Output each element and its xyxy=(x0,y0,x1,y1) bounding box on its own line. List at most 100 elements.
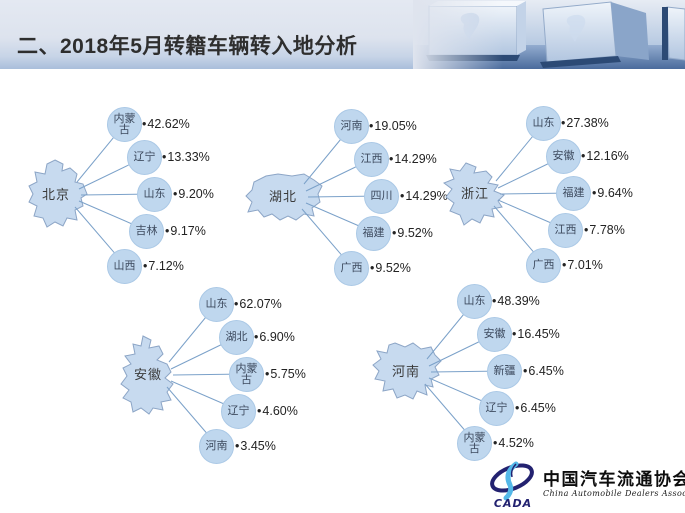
satellite-percent: 4.60% xyxy=(257,403,297,419)
satellite-percent: 9.52% xyxy=(370,260,410,276)
cluster-graphic xyxy=(442,124,574,264)
cluster-anhui: 安徽 山东 湖北 内蒙古 辽宁 河南 62.07% 6.90% 5.75% 4.… xyxy=(109,274,339,469)
satellite-name: 湖北 xyxy=(225,331,248,343)
satellite-name: 山东 xyxy=(463,295,486,307)
satellite-name: 河南 xyxy=(205,440,228,452)
hub-label: 浙江 xyxy=(460,186,489,201)
satellite-node: 安徽 xyxy=(477,317,512,352)
satellite-node: 湖北 xyxy=(219,320,254,355)
satellite-name: 内蒙古 xyxy=(113,112,136,136)
satellite-percent: 6.45% xyxy=(515,400,555,416)
satellite-node: 辽宁 xyxy=(221,394,256,429)
satellite-name: 广西 xyxy=(340,262,363,274)
satellite-node: 山东 xyxy=(137,177,172,212)
satellite-node: 山西 xyxy=(107,249,142,284)
satellite-percent: 9.20% xyxy=(173,186,213,202)
slide-title: 二、2018年5月转籍车辆转入地分析 xyxy=(17,35,358,58)
satellite-node: 江西 xyxy=(548,213,583,248)
satellite-node: 广西 xyxy=(526,248,561,283)
logo-name-en: China Automobile Dealers Association xyxy=(543,489,685,498)
header-cubes-graphic xyxy=(413,0,685,69)
satellite-name: 广西 xyxy=(532,259,555,271)
satellite-percent: 19.05% xyxy=(369,118,416,134)
satellite-percent: 9.17% xyxy=(165,223,205,239)
satellite-node: 安徽 xyxy=(546,139,581,174)
satellite-node: 广西 xyxy=(334,251,369,286)
satellite-percent: 9.52% xyxy=(392,225,432,241)
satellite-node: 山东 xyxy=(199,287,234,322)
satellite-percent: 9.64% xyxy=(592,185,632,201)
satellite-percent: 62.07% xyxy=(234,296,281,312)
satellite-node: 辽宁 xyxy=(479,391,514,426)
satellite-name: 安徽 xyxy=(552,150,575,162)
emblem-swoosh xyxy=(503,461,519,501)
satellite-name: 内蒙古 xyxy=(235,362,258,386)
cube-middle xyxy=(540,1,649,68)
satellite-percent: 6.90% xyxy=(254,329,294,345)
satellite-percent: 7.12% xyxy=(143,258,183,274)
satellite-node: 山东 xyxy=(457,284,492,319)
satellite-name: 吉林 xyxy=(135,225,158,237)
satellite-percent: 4.52% xyxy=(493,435,533,451)
emblem-ring xyxy=(490,463,534,493)
hub-label: 湖北 xyxy=(268,189,297,204)
satellite-name: 福建 xyxy=(362,227,385,239)
emblem-accent xyxy=(510,463,517,478)
satellite-name: 内蒙古 xyxy=(463,431,486,455)
cube-right xyxy=(662,6,685,61)
province-map-shape-beijing xyxy=(28,159,88,228)
hub-label: 北京 xyxy=(41,187,70,202)
satellite-percent: 6.45% xyxy=(523,363,563,379)
satellite-percent: 5.75% xyxy=(265,366,305,382)
satellite-node: 福建 xyxy=(356,216,391,251)
satellite-name: 安徽 xyxy=(483,328,506,340)
satellite-percent: 13.33% xyxy=(162,149,209,165)
satellite-node: 河南 xyxy=(334,109,369,144)
logo-abbr: CADA xyxy=(494,497,532,509)
satellite-percent: 14.29% xyxy=(389,151,436,167)
slide-header: 二、2018年5月转籍车辆转入地分析 xyxy=(0,0,685,69)
hub-label: 安徽 xyxy=(133,367,162,382)
satellite-name: 辽宁 xyxy=(227,405,250,417)
satellite-percent: 42.62% xyxy=(142,116,189,132)
satellite-name: 新疆 xyxy=(493,365,516,377)
satellite-name: 辽宁 xyxy=(133,151,156,163)
cluster-henan: 河南 山东 安徽 新疆 辽宁 内蒙古 48.39% 16.45% 6.45% 6… xyxy=(367,271,597,466)
cluster-hubei: 湖北 河南 江西 四川 福建 广西 19.05% 14.29% 14.29% 9… xyxy=(244,96,474,291)
satellite-percent: 7.01% xyxy=(562,257,602,273)
satellite-node: 新疆 xyxy=(487,354,522,389)
province-map-shape-zhejiang xyxy=(442,162,505,226)
cluster-beijing: 北京 内蒙古 辽宁 山东 吉林 山西 42.62% 13.33% 9.20% 9… xyxy=(17,94,247,289)
satellite-node: 吉林 xyxy=(129,214,164,249)
satellite-name: 辽宁 xyxy=(485,402,508,414)
satellite-percent: 3.45% xyxy=(235,438,275,454)
satellite-percent: 12.16% xyxy=(581,148,628,164)
cada-emblem-icon: CADA xyxy=(490,461,534,509)
satellite-name: 山东 xyxy=(143,188,166,200)
satellite-name: 山西 xyxy=(113,260,136,272)
satellite-percent: 14.29% xyxy=(400,188,447,204)
satellite-node: 辽宁 xyxy=(127,140,162,175)
satellite-node: 河南 xyxy=(199,429,234,464)
satellite-node: 福建 xyxy=(556,176,591,211)
satellite-name: 山东 xyxy=(532,117,555,129)
satellite-node: 内蒙古 xyxy=(229,357,264,392)
satellite-percent: 48.39% xyxy=(492,293,539,309)
cubes-left-fade xyxy=(413,0,503,69)
satellite-name: 江西 xyxy=(360,153,383,165)
hub-label: 河南 xyxy=(391,364,420,379)
province-map-shape-anhui xyxy=(120,335,174,415)
satellite-node: 山东 xyxy=(526,106,561,141)
satellite-name: 山东 xyxy=(205,298,228,310)
satellite-percent: 7.78% xyxy=(584,222,624,238)
satellite-percent: 16.45% xyxy=(512,326,559,342)
satellite-node: 内蒙古 xyxy=(457,426,492,461)
satellite-name: 江西 xyxy=(554,224,577,236)
logo-name-cn: 中国汽车流通协会 xyxy=(543,470,685,490)
satellite-name: 福建 xyxy=(562,187,585,199)
province-map-shape-hubei xyxy=(245,173,323,221)
satellite-node: 江西 xyxy=(354,142,389,177)
satellite-name: 河南 xyxy=(340,120,363,132)
satellite-percent: 27.38% xyxy=(561,115,608,131)
